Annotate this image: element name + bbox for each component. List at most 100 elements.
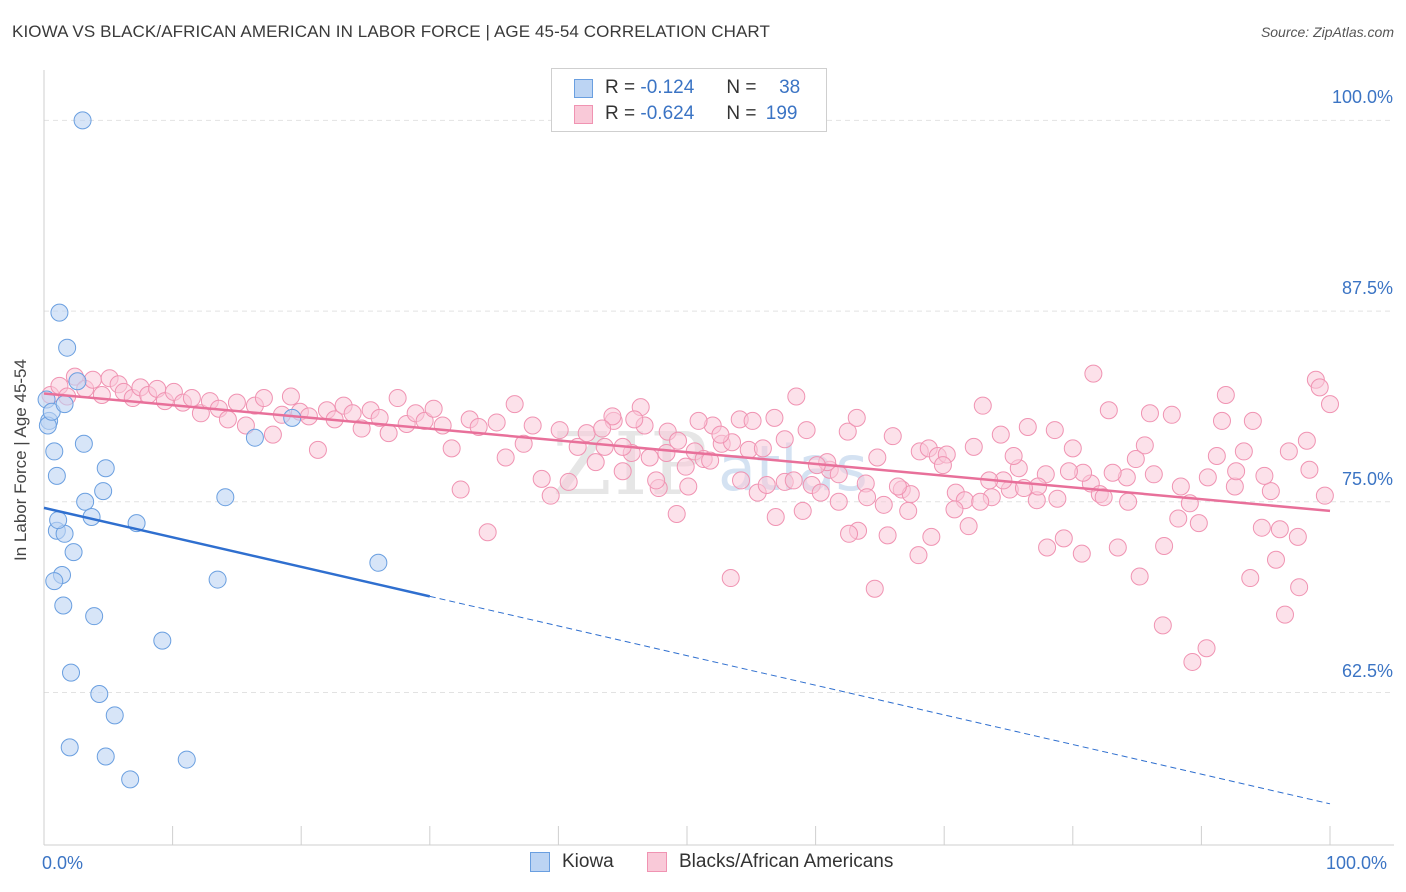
black-point bbox=[647, 471, 666, 490]
black-point bbox=[1155, 537, 1174, 556]
black-point bbox=[757, 475, 776, 494]
black-point bbox=[1140, 404, 1159, 423]
black-point bbox=[922, 527, 941, 546]
black-point bbox=[640, 448, 659, 467]
black-point bbox=[667, 504, 686, 523]
bottom-legend-black: Blacks/African Americans bbox=[647, 851, 893, 873]
legend-r-label: R = bbox=[605, 77, 636, 98]
kiowa-point bbox=[76, 492, 95, 511]
y-tick-label-75: 75.0% bbox=[1341, 469, 1393, 489]
black-point bbox=[1315, 486, 1334, 505]
kiowa-legend-swatch bbox=[530, 852, 550, 872]
black-point bbox=[793, 501, 812, 520]
black-point bbox=[1099, 401, 1118, 420]
black-point bbox=[1270, 520, 1289, 539]
black-point bbox=[797, 421, 816, 440]
black-point bbox=[711, 425, 730, 444]
black-point bbox=[1059, 462, 1078, 481]
black-point bbox=[679, 477, 698, 496]
kiowa-point bbox=[55, 395, 74, 414]
kiowa-point bbox=[85, 607, 104, 626]
legend-row-kiowa: R = -0.124 N = 38 bbox=[574, 76, 800, 100]
black-point bbox=[765, 408, 784, 427]
black-point bbox=[1255, 466, 1274, 485]
black-point bbox=[370, 408, 389, 427]
black-point bbox=[784, 471, 803, 490]
kiowa-trend-line bbox=[43, 506, 431, 598]
black-point bbox=[603, 407, 622, 426]
kiowa-legend-label: Kiowa bbox=[562, 851, 614, 872]
black-point bbox=[227, 393, 246, 412]
black-point bbox=[505, 395, 524, 414]
black-point bbox=[1197, 639, 1216, 658]
kiowa-point bbox=[105, 706, 124, 725]
black-point bbox=[1227, 462, 1246, 481]
black-point bbox=[933, 456, 952, 475]
black-point bbox=[586, 453, 605, 472]
x-tick-label-max: 100.0% bbox=[1326, 853, 1388, 873]
black-point bbox=[1207, 447, 1226, 465]
black-point bbox=[1243, 411, 1262, 430]
black-point bbox=[888, 477, 907, 496]
kiowa-point bbox=[94, 482, 113, 501]
black-point bbox=[424, 399, 443, 418]
black-point bbox=[1216, 385, 1235, 404]
y-axis-label: In Labor Force | Age 45-54 bbox=[11, 359, 30, 561]
black-point bbox=[1108, 538, 1127, 557]
kiowa-point bbox=[74, 434, 93, 453]
kiowa-point bbox=[216, 488, 235, 507]
black-point bbox=[236, 416, 255, 435]
black-point bbox=[1171, 477, 1190, 496]
black-trend-line bbox=[43, 392, 1331, 513]
correlation-legend: R = -0.124 N = 38 R = -0.624 N = 199 bbox=[551, 68, 827, 132]
black-point bbox=[1094, 488, 1113, 507]
kiowa-point bbox=[58, 338, 77, 357]
x-tick-label-min: 0.0% bbox=[42, 853, 84, 873]
black-point bbox=[1072, 544, 1091, 563]
black-point bbox=[92, 385, 111, 404]
black-point bbox=[676, 457, 695, 476]
black-point bbox=[613, 462, 632, 481]
black-point bbox=[559, 472, 578, 491]
black-point bbox=[1212, 411, 1231, 430]
chart-title: KIOWA VS BLACK/AFRICAN AMERICAN IN LABOR… bbox=[12, 22, 770, 41]
chart-source: Source: ZipAtlas.com bbox=[1260, 24, 1394, 40]
black-legend-label: Blacks/African Americans bbox=[679, 851, 894, 872]
black-point bbox=[308, 440, 327, 459]
black-point bbox=[1119, 492, 1138, 511]
black-point bbox=[1038, 538, 1057, 557]
black-point bbox=[1048, 489, 1067, 508]
black-swatch bbox=[574, 104, 593, 124]
black-point bbox=[973, 396, 992, 415]
kiowa-point bbox=[47, 466, 66, 485]
black-point bbox=[352, 419, 371, 438]
black-point bbox=[766, 508, 785, 527]
kiowa-point bbox=[54, 596, 73, 615]
black-point bbox=[1135, 436, 1154, 455]
y-tick-label-100: 100.0% bbox=[1331, 87, 1393, 107]
black-point bbox=[1004, 447, 1023, 465]
black-point bbox=[541, 486, 560, 505]
black-point bbox=[878, 526, 897, 545]
black-point bbox=[1103, 463, 1122, 482]
black-point bbox=[868, 448, 887, 467]
kiowa-point bbox=[45, 442, 64, 461]
black-point bbox=[442, 439, 461, 458]
black-point bbox=[281, 387, 300, 406]
black-point bbox=[593, 419, 612, 438]
black-point bbox=[840, 524, 859, 543]
kiowa-point bbox=[96, 459, 115, 478]
black-point bbox=[847, 408, 866, 427]
kiowa-point bbox=[60, 738, 79, 757]
kiowa-point bbox=[245, 428, 264, 447]
black-point bbox=[625, 410, 644, 429]
kiowa-point bbox=[177, 750, 196, 769]
legend-n-value: 199 bbox=[765, 103, 798, 124]
black-point bbox=[1130, 567, 1149, 586]
black-point bbox=[811, 483, 830, 502]
black-point bbox=[1310, 378, 1329, 397]
black-point bbox=[1162, 405, 1181, 424]
black-point bbox=[1084, 364, 1103, 383]
black-point bbox=[182, 389, 201, 408]
black-point bbox=[743, 411, 762, 430]
